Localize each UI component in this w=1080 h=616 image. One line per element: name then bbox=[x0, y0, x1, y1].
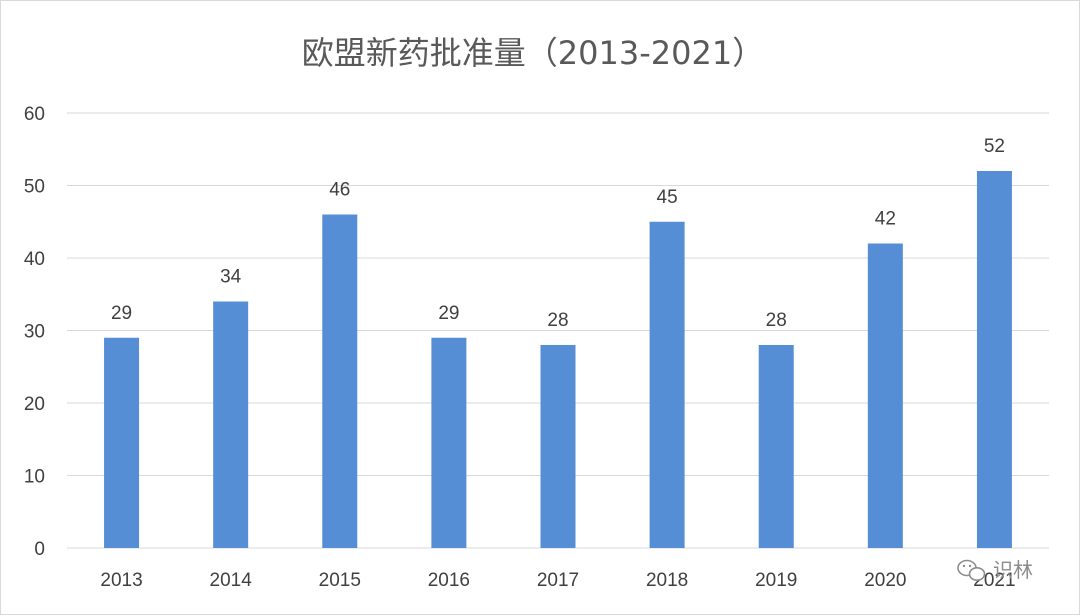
x-tick-label: 2020 bbox=[864, 570, 906, 591]
y-tick-label: 10 bbox=[24, 467, 45, 488]
bar bbox=[431, 337, 467, 548]
data-label: 28 bbox=[547, 310, 568, 331]
data-labels: 29 34 46 29 28 45 28 42 52 bbox=[111, 136, 1005, 331]
y-tick-label: 50 bbox=[24, 177, 45, 198]
data-label: 34 bbox=[220, 267, 242, 288]
x-tick-label: 2017 bbox=[537, 570, 579, 591]
chart-title: 欧盟新药批准量（2013-2021） bbox=[302, 34, 764, 72]
wechat-icon bbox=[957, 559, 986, 581]
data-label: 46 bbox=[329, 180, 350, 201]
y-axis-ticks: 0 10 20 30 40 50 60 bbox=[24, 104, 45, 560]
bar bbox=[104, 337, 140, 548]
watermark: 识林 bbox=[957, 558, 1033, 582]
x-tick-label: 2015 bbox=[319, 570, 361, 591]
x-axis-ticks: 2013 2014 2015 2016 2017 2018 2019 2020 2021 bbox=[100, 570, 1015, 591]
bar bbox=[213, 301, 249, 548]
x-tick-label: 2018 bbox=[646, 570, 688, 591]
bar bbox=[867, 243, 903, 548]
bar bbox=[649, 221, 685, 548]
bar bbox=[758, 345, 794, 548]
data-label: 52 bbox=[984, 136, 1005, 157]
bar bbox=[322, 214, 358, 548]
watermark-text: 识林 bbox=[993, 558, 1033, 582]
x-tick-label: 2014 bbox=[210, 570, 253, 591]
data-label: 29 bbox=[111, 303, 132, 324]
y-tick-label: 40 bbox=[24, 249, 45, 270]
y-tick-label: 30 bbox=[24, 322, 45, 343]
data-label: 42 bbox=[875, 209, 896, 230]
x-tick-label: 2016 bbox=[428, 570, 470, 591]
data-label: 29 bbox=[438, 303, 459, 324]
x-tick-label: 2019 bbox=[755, 570, 797, 591]
y-tick-label: 0 bbox=[34, 539, 45, 560]
y-tick-label: 60 bbox=[24, 104, 45, 125]
data-label: 45 bbox=[657, 187, 678, 208]
y-tick-label: 20 bbox=[24, 394, 45, 415]
bar bbox=[540, 345, 576, 548]
bars bbox=[104, 171, 1012, 548]
data-label: 28 bbox=[766, 310, 787, 331]
x-tick-label: 2013 bbox=[100, 570, 142, 591]
bar bbox=[976, 171, 1012, 548]
